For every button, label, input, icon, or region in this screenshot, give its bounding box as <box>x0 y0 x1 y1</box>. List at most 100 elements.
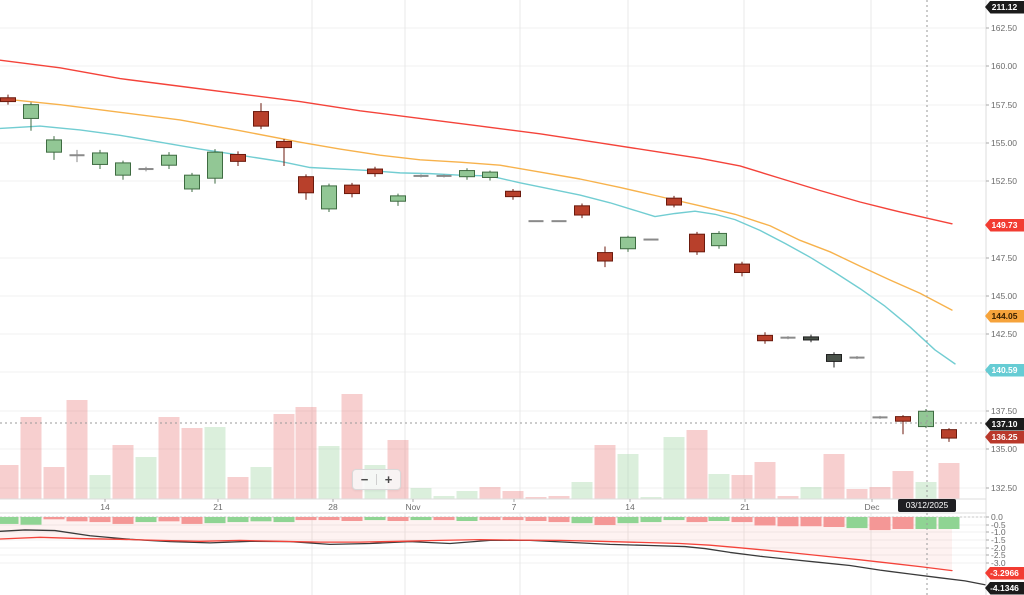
indicator-histogram-bar <box>800 517 822 527</box>
volume-bar <box>479 487 501 499</box>
indicator-histogram-bar <box>20 517 42 525</box>
price-axis-badge: 140.59 <box>985 363 1024 377</box>
doji-candle <box>780 336 796 339</box>
doji-candle <box>872 416 888 419</box>
macd-black-line <box>0 529 986 586</box>
price-axis-tick-label: 137.50 <box>991 406 1017 416</box>
price-axis-tick-label: 132.50 <box>991 483 1017 493</box>
candle <box>276 140 292 149</box>
volume-bar <box>502 491 524 499</box>
candle <box>207 151 223 179</box>
volume-bar <box>548 496 570 499</box>
time-axis-tick-label: 14 <box>100 502 110 512</box>
volume-bar <box>456 491 478 499</box>
volume-bar <box>754 462 776 499</box>
candle <box>161 154 177 166</box>
indicator-histogram-bar <box>0 517 19 524</box>
price-axis-badge: 144.05 <box>985 309 1024 323</box>
candle <box>666 197 682 206</box>
volume-bar <box>273 414 295 499</box>
candle <box>367 168 383 175</box>
doji-candle <box>138 168 154 171</box>
zoom-out-button[interactable]: − <box>353 470 376 489</box>
price-axis-badge: 136.25 <box>985 430 1024 444</box>
price-axis-tick-label: 142.50 <box>991 329 1017 339</box>
indicator-axis-tick-label: -2.0 <box>991 543 1006 553</box>
indicator-histogram-bar <box>89 517 111 523</box>
indicator-histogram-bar <box>318 517 340 521</box>
time-axis-tick-label: 21 <box>213 502 223 512</box>
candle <box>46 139 62 153</box>
price-axis-tick-label: 155.00 <box>991 138 1017 148</box>
indicator-axis-tick-label: -3.0 <box>991 558 1006 568</box>
indicator-histogram-bar <box>135 517 157 523</box>
time-axis-tick-label: Dec <box>864 502 880 512</box>
candle <box>253 111 269 127</box>
indicator-histogram-bar <box>777 517 799 527</box>
candle <box>895 416 911 422</box>
volume-bar <box>708 474 730 499</box>
candle <box>92 152 108 165</box>
price-pane-plot-area[interactable] <box>0 0 986 499</box>
indicator-histogram-bar <box>295 517 317 521</box>
candle <box>941 429 957 439</box>
candle <box>826 354 842 362</box>
candle <box>803 336 819 341</box>
volume-bar <box>43 467 65 499</box>
volume-bar <box>227 477 249 499</box>
indicator-area-fill <box>0 517 952 571</box>
volume-bar <box>250 467 272 499</box>
doji-candle <box>551 220 567 223</box>
volume-bar <box>295 407 317 499</box>
time-axis-tick-label: 28 <box>328 502 338 512</box>
price-axis-scale[interactable] <box>986 0 1024 595</box>
candle <box>344 184 360 195</box>
candle <box>23 104 39 119</box>
plus-icon: + <box>384 472 393 487</box>
volume-bar <box>433 496 455 499</box>
volume-bar <box>617 454 639 499</box>
indicator-histogram-bar <box>112 517 134 524</box>
indicator-histogram-bar <box>66 517 88 522</box>
ma-slow-red <box>0 59 953 225</box>
price-axis-badge: 137.10 <box>985 417 1024 431</box>
volume-bar <box>731 475 753 499</box>
candle <box>298 176 314 194</box>
candle <box>184 174 200 190</box>
volume-bar <box>0 465 19 499</box>
volume-bar <box>112 445 134 499</box>
volume-bar <box>66 400 88 499</box>
volume-bar <box>686 430 708 499</box>
indicator-histogram-bar <box>364 517 386 521</box>
time-axis-strip[interactable] <box>0 499 1024 513</box>
price-axis-tick-label: 145.00 <box>991 291 1017 301</box>
price-axis-tick-label: 162.50 <box>991 23 1017 33</box>
signal-red-line <box>0 536 953 572</box>
volume-bar <box>410 488 432 499</box>
candle <box>620 236 636 250</box>
indicator-axis-tick-label: -1.0 <box>991 527 1006 537</box>
indicator-histogram-bar <box>525 517 547 522</box>
indicator-histogram-bar <box>617 517 639 524</box>
indicator-pane-plot-area[interactable] <box>0 513 986 595</box>
volume-bar <box>777 496 799 499</box>
candle <box>390 195 406 202</box>
candle <box>0 97 16 103</box>
indicator-axis-tick-label: -0.5 <box>991 520 1006 530</box>
price-axis-tick-label: 147.50 <box>991 253 1017 263</box>
indicator-histogram-bar <box>640 517 662 523</box>
indicator-axis-tick-label: -2.5 <box>991 550 1006 560</box>
zoom-in-button[interactable]: + <box>377 470 400 489</box>
volume-bar <box>158 417 180 499</box>
volume-bar <box>181 428 203 499</box>
volume-bar <box>204 427 226 499</box>
indicator-histogram-bar <box>433 517 455 521</box>
candle <box>230 153 246 162</box>
volume-bar <box>594 445 616 499</box>
indicator-histogram-bar <box>456 517 478 522</box>
indicator-histogram-bar <box>915 517 937 530</box>
time-axis-tick-label: 21 <box>740 502 750 512</box>
doji-candle <box>69 154 85 157</box>
indicator-histogram-bar <box>708 517 730 522</box>
